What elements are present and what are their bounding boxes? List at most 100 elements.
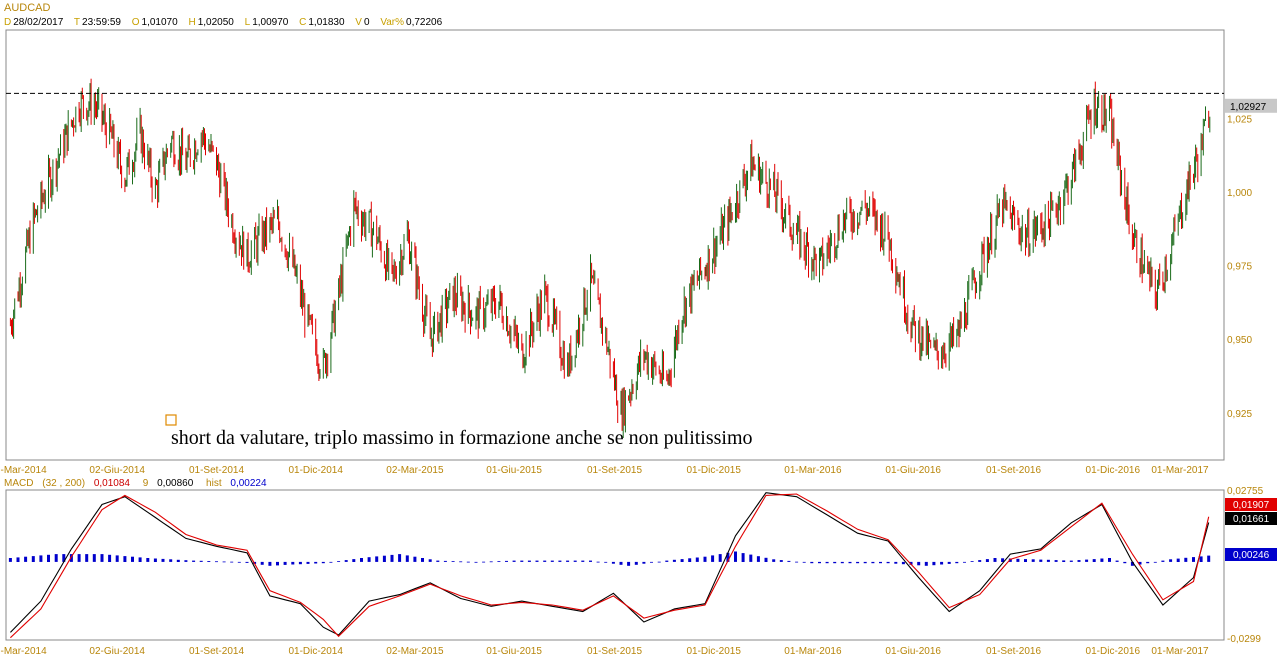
ohlc-readout: D 28/02/2017 T 23:59:59 O 1,01070 H 1,02050 … <box>4 17 450 28</box>
hist-bar <box>810 561 814 564</box>
close-key: C <box>299 17 307 28</box>
macd-date-tick: 02-Giu-2014 <box>89 646 145 657</box>
hist-bar <box>520 560 524 562</box>
hist-bar <box>1207 555 1211 562</box>
price-date-tick: 03-Mar-2014 <box>0 465 47 476</box>
var-value: 0,72206 <box>406 17 443 28</box>
hist-bar <box>276 561 279 566</box>
hist-bar <box>779 560 783 562</box>
macd-params: (32 , 200) <box>42 478 86 489</box>
hist-bar <box>573 560 577 562</box>
hist-bar <box>8 558 12 562</box>
hist-bar <box>756 556 760 562</box>
hist-bar <box>512 560 516 562</box>
hist-tag-label: 0,00246 <box>1233 550 1270 561</box>
hist-bar <box>298 561 302 565</box>
hist-bar <box>260 561 264 565</box>
hist-bar <box>169 559 173 562</box>
hist-bar <box>1100 558 1104 562</box>
hist-bar <box>123 556 127 562</box>
hist-bar <box>688 558 692 562</box>
hist-tag <box>1225 548 1277 561</box>
macd-header: MACD (32 , 200) 0,01084 9 0,00860 hist 0… <box>4 478 267 489</box>
hist-bar <box>1153 561 1157 563</box>
hist-bar <box>291 561 295 565</box>
hist-bar <box>466 561 470 563</box>
macd-date-tick: 01-Giu-2015 <box>486 646 542 657</box>
hist-bar <box>772 559 776 562</box>
high-value: 1,02050 <box>197 17 234 28</box>
hist-bar <box>596 561 600 563</box>
hist-bar <box>39 555 43 562</box>
hist-bar <box>146 558 150 562</box>
hist-bar <box>764 557 768 562</box>
hist-bar <box>718 554 722 562</box>
hist-bar <box>24 556 28 562</box>
hist-bar <box>970 561 974 562</box>
macd-panel-frame <box>5 489 1225 641</box>
hist-bar <box>871 561 875 564</box>
hist-bar <box>833 561 837 564</box>
price-date-tick: 01-Dic-2015 <box>686 465 741 476</box>
hist-bar <box>398 554 402 562</box>
hist-bar <box>848 561 852 564</box>
hist-bar <box>1008 558 1012 562</box>
hist-bar <box>115 555 119 562</box>
signal-tag <box>1225 498 1277 511</box>
hist-bar <box>802 561 806 563</box>
hist-bar <box>627 561 631 566</box>
hist-bar <box>901 561 905 565</box>
hist-bar <box>917 561 921 566</box>
hist-bar <box>1161 560 1165 562</box>
time-key: T <box>73 17 81 28</box>
hist-bar <box>1169 559 1173 562</box>
price-date-tick: 01-Set-2016 <box>986 465 1041 476</box>
macd-date-tick: 01-Mar-2016 <box>784 646 842 657</box>
hist-bar <box>230 561 234 563</box>
hist-bar <box>886 561 890 564</box>
hist-bar <box>382 555 386 562</box>
hist-bar <box>54 554 58 562</box>
hist-bar <box>985 559 989 562</box>
hist-bar <box>947 561 951 564</box>
hist-bar <box>184 560 188 562</box>
open-key: O <box>131 17 140 28</box>
macd-date-tick: 03-Mar-2014 <box>0 646 47 657</box>
hist-bar <box>1130 561 1134 566</box>
hist-bar <box>360 558 363 562</box>
hist-bar <box>1192 557 1195 562</box>
annotation-marker-icon[interactable] <box>165 414 177 426</box>
open-value: 1,01070 <box>141 17 178 28</box>
hist-bar <box>1069 560 1073 562</box>
hist-bar <box>940 561 944 565</box>
time-value: 23:59:59 <box>82 17 121 28</box>
hist-bar <box>405 555 409 562</box>
hist-bar <box>329 561 333 563</box>
signal-value: 0,00860 <box>157 478 194 489</box>
hist-bar <box>840 561 844 564</box>
hist-bar <box>505 560 508 562</box>
hist-bar <box>650 561 653 563</box>
hist-bar <box>535 560 539 562</box>
hist-bar <box>1039 559 1043 562</box>
date-key: D <box>4 17 12 28</box>
hist-bar <box>1016 558 1020 562</box>
hist-bar <box>703 556 707 562</box>
hist-bar <box>245 561 249 563</box>
hist-bar <box>482 561 486 563</box>
hist-bar <box>451 561 455 562</box>
date-value: 28/02/2017 <box>13 17 64 28</box>
hist-bar <box>1123 561 1127 564</box>
hist-bar <box>1001 558 1005 562</box>
hist-bar <box>856 561 860 564</box>
hist-bar <box>1146 561 1150 564</box>
hist-bar <box>963 561 966 563</box>
hist-bar <box>1031 559 1035 562</box>
hist-bar <box>413 556 417 562</box>
hist-bar <box>657 561 661 563</box>
price-date-tick: 01-Dic-2014 <box>288 465 343 476</box>
hist-bar <box>665 560 669 562</box>
price-candles <box>9 78 1211 438</box>
hist-bar <box>443 560 447 562</box>
